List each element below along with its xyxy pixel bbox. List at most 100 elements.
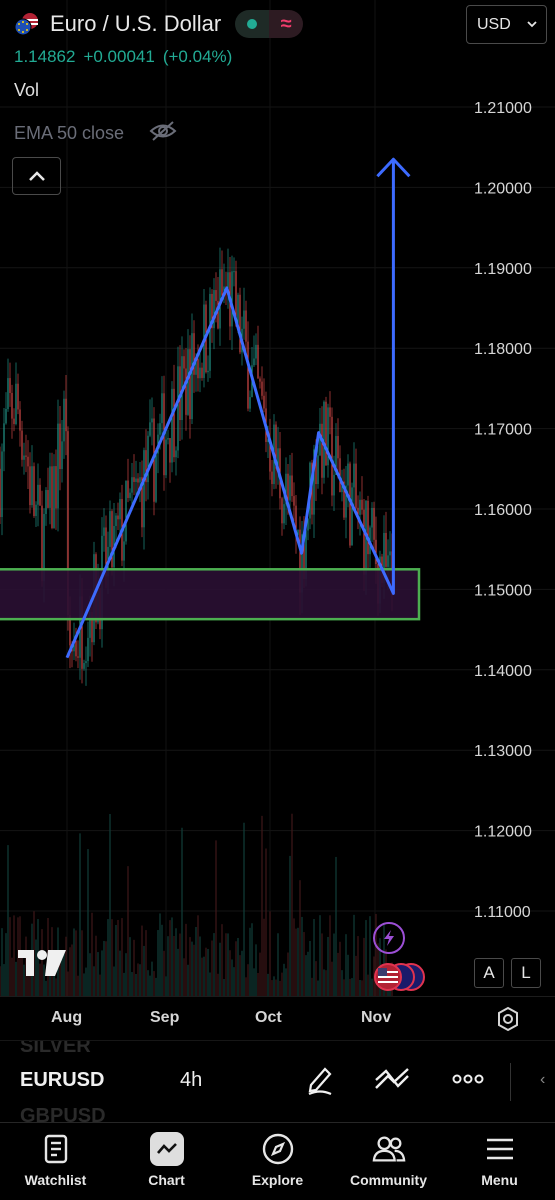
- y-tick-label: 1.19000: [474, 261, 532, 278]
- volume-bar: [59, 953, 61, 996]
- volume-bar: [251, 923, 253, 996]
- candle-body: [331, 416, 333, 496]
- volume-bar: [173, 936, 175, 996]
- auto-scale-button[interactable]: A: [474, 958, 504, 988]
- economic-events-icon[interactable]: [373, 961, 428, 993]
- y-tick-label: 1.20000: [474, 180, 532, 197]
- eye-hidden-icon[interactable]: [148, 119, 178, 148]
- volume-bar: [305, 955, 307, 996]
- candle-body: [85, 661, 87, 664]
- candle-body: [287, 473, 289, 501]
- nav-chart[interactable]: Chart: [111, 1123, 222, 1200]
- candle-body: [277, 448, 279, 469]
- volume-bar: [141, 925, 143, 996]
- candle-body: [189, 349, 191, 420]
- volume-bar: [371, 978, 373, 996]
- candle-body: [319, 423, 321, 456]
- candle-body: [83, 663, 85, 669]
- candle-body: [89, 611, 91, 638]
- symbol-title[interactable]: Euro / U.S. Dollar: [50, 11, 222, 36]
- chevron-down-icon: [527, 21, 537, 28]
- candle-body: [115, 515, 117, 526]
- interval-selector[interactable]: 4h: [180, 1069, 203, 1091]
- candle-body: [27, 456, 29, 467]
- candle-body: [245, 310, 247, 342]
- volume-indicator-label[interactable]: Vol: [14, 80, 40, 100]
- nav-community[interactable]: Community: [333, 1123, 444, 1200]
- collapse-legend-button[interactable]: [12, 157, 61, 195]
- candle-body: [57, 423, 59, 509]
- candle-body: [41, 505, 43, 582]
- candle-body: [33, 466, 35, 517]
- candle-body: [15, 383, 17, 425]
- candle-body: [355, 463, 357, 508]
- volume-bar: [161, 924, 163, 996]
- price-axis: 1.21000 1.20000 1.19000 1.18000 1.17000 1.160…: [474, 100, 532, 921]
- candle-body: [171, 388, 173, 463]
- log-scale-button[interactable]: L: [511, 958, 541, 988]
- candle-body: [193, 333, 195, 375]
- candle-body: [335, 436, 337, 475]
- candle-body: [37, 484, 39, 505]
- volume-bar: [181, 827, 183, 996]
- volume-bar: [105, 941, 107, 996]
- volume-bar: [309, 940, 311, 996]
- prev-symbol[interactable]: SILVER: [20, 1040, 91, 1057]
- candle-body: [373, 507, 375, 540]
- trend-line-button[interactable]: [374, 1061, 410, 1097]
- candle-body: [105, 527, 107, 577]
- candle-body: [269, 439, 271, 472]
- lightning-icon[interactable]: [373, 922, 405, 954]
- candle-body: [329, 407, 331, 417]
- candle-body: [353, 463, 355, 488]
- symbol-name[interactable]: EURUSD: [20, 1069, 105, 1091]
- chart-settings-icon[interactable]: [495, 1006, 521, 1037]
- volume-bar: [285, 968, 287, 996]
- candle-body: [291, 475, 293, 497]
- candle-body: [29, 466, 31, 506]
- price-chart[interactable]: 1.21000 1.20000 1.19000 1.18000 1.17000 1.160…: [0, 0, 555, 1000]
- candle-body: [209, 293, 211, 371]
- candle-body: [255, 344, 257, 359]
- candle-body: [191, 333, 193, 420]
- more-button[interactable]: [450, 1061, 486, 1097]
- time-axis[interactable]: Aug Sep Oct Nov: [0, 996, 555, 1040]
- volume-bar: [339, 941, 341, 996]
- currency-select[interactable]: USD: [466, 5, 547, 44]
- nav-watchlist[interactable]: Watchlist: [0, 1123, 111, 1200]
- candle-body: [53, 466, 55, 529]
- candle-body: [267, 439, 269, 443]
- next-symbol[interactable]: GBPUSD: [20, 1105, 106, 1122]
- ema-indicator-label[interactable]: EMA 50 close: [14, 123, 125, 143]
- menu-icon: [483, 1132, 517, 1166]
- volume-bar: [53, 973, 55, 996]
- volume-bar: [185, 923, 187, 996]
- nav-label-community: Community: [350, 1172, 427, 1188]
- candle-body: [143, 450, 145, 528]
- time-label-sep: Sep: [150, 1009, 180, 1026]
- candle-body: [11, 392, 13, 419]
- candle-body: [25, 455, 27, 457]
- volume-bar: [29, 957, 31, 996]
- chevron-left-icon[interactable]: ‹: [540, 1071, 546, 1088]
- nav-explore[interactable]: Explore: [222, 1123, 333, 1200]
- volume-bar: [125, 953, 127, 996]
- candle-body: [0, 468, 1, 518]
- volume-bar: [183, 958, 185, 996]
- market-status-pill[interactable]: ≈: [235, 10, 304, 38]
- candle-body: [239, 294, 241, 353]
- volume-bar: [299, 880, 301, 996]
- volume-bar: [193, 944, 195, 996]
- volume-bar: [13, 915, 15, 996]
- volume-bar: [277, 933, 279, 996]
- candle-body: [347, 463, 349, 486]
- draw-pen-button[interactable]: [302, 1061, 338, 1097]
- volume-bar: [133, 939, 135, 996]
- nav-menu[interactable]: Menu: [444, 1123, 555, 1200]
- volume-bar: [373, 956, 375, 996]
- volume-bar: [215, 840, 217, 996]
- volume-bars: [0, 813, 393, 996]
- candle-body: [69, 615, 71, 646]
- volume-bar: [77, 975, 79, 996]
- candle-body: [243, 310, 245, 329]
